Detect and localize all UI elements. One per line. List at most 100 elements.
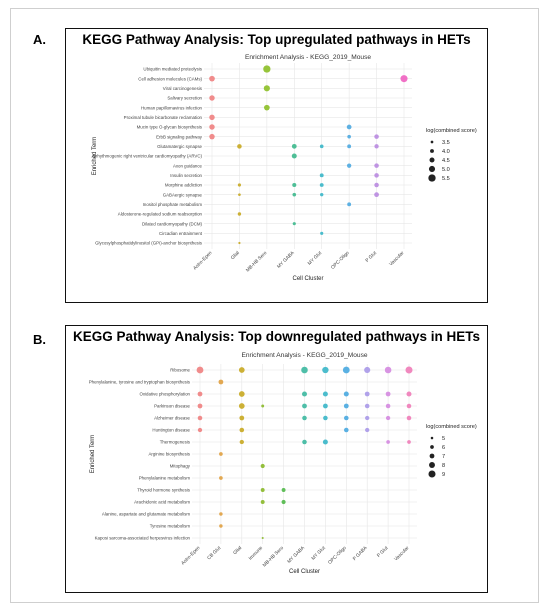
y-tick-label: Alanine, aspartate and glutamate metabol… xyxy=(102,512,190,517)
data-point xyxy=(364,403,370,409)
legend-key xyxy=(429,157,435,163)
y-tick-label: Oxidative phosphorylation xyxy=(139,392,190,397)
y-tick-label: Human papillomavirus infection xyxy=(141,105,203,110)
data-point xyxy=(209,95,215,101)
data-point xyxy=(238,391,245,397)
data-point xyxy=(344,427,349,433)
y-tick-label: Phenylalanine metabolism xyxy=(139,476,191,481)
data-point xyxy=(261,404,265,408)
y-axis-label: Enriched Term xyxy=(90,435,96,474)
data-point xyxy=(197,415,203,421)
data-point xyxy=(281,499,286,505)
y-tick-label: Cell adhesion molecules (CAMs) xyxy=(138,76,202,81)
legend-key xyxy=(430,140,434,144)
data-point xyxy=(365,415,370,421)
data-point xyxy=(343,403,349,409)
legend-entry: 9 xyxy=(442,472,445,478)
y-tick-label: ErbB signaling pathway xyxy=(156,134,203,139)
x-tick-label: Glial xyxy=(232,545,243,556)
data-point xyxy=(374,192,379,198)
data-point xyxy=(365,427,370,433)
x-axis-label: Cell Cluster xyxy=(289,569,320,575)
x-tick-label: P Glut xyxy=(376,545,390,559)
y-tick-label: Thermogenesis xyxy=(160,440,191,445)
data-point xyxy=(292,222,296,226)
y-tick-label: Salivary secretion xyxy=(167,96,202,101)
legend-entry: 5.0 xyxy=(442,167,450,173)
y-tick-label: Proximal tubule bicarbonate reclamation xyxy=(124,115,203,120)
y-tick-label: Mucin type O-glycan biosynthesis xyxy=(137,125,203,130)
x-tick-label: CB Glut xyxy=(206,545,223,562)
data-point xyxy=(344,415,349,421)
y-tick-label: Arachidonic acid metabolism xyxy=(134,500,190,505)
data-point xyxy=(281,488,286,492)
data-point xyxy=(374,182,379,188)
y-tick-label: Inositol phosphate metabolism xyxy=(143,202,203,207)
data-point xyxy=(261,536,264,540)
legend-key xyxy=(430,149,434,153)
data-point xyxy=(292,192,297,197)
x-tick-label: P GABA xyxy=(352,545,369,562)
data-point xyxy=(346,124,352,130)
data-point xyxy=(197,391,203,397)
y-tick-label: Parkinson disease xyxy=(154,404,190,409)
data-point xyxy=(386,440,390,444)
legend-entry: 3.5 xyxy=(442,140,450,146)
y-tick-label: Viral carcinogenesis xyxy=(163,86,203,91)
data-point xyxy=(384,366,392,374)
y-tick-label: Insulin secretion xyxy=(170,173,202,178)
data-point xyxy=(320,231,324,235)
data-point xyxy=(406,403,412,409)
data-point xyxy=(239,439,244,445)
x-tick-label: MY GABA xyxy=(286,545,306,565)
data-point xyxy=(364,366,371,374)
data-point xyxy=(374,144,379,149)
x-tick-label: Astro-Epen xyxy=(180,545,201,566)
y-tick-label: Ribosome xyxy=(170,368,190,373)
data-point xyxy=(219,476,223,480)
data-point xyxy=(364,391,370,397)
data-point xyxy=(301,391,308,397)
data-point xyxy=(237,144,242,149)
y-tick-label: Mitophagy xyxy=(170,464,191,469)
data-point xyxy=(260,463,265,469)
data-point xyxy=(209,114,215,121)
data-point xyxy=(301,366,308,374)
data-point xyxy=(323,415,328,421)
y-tick-label: Aldosterone-regulated sodium reabsorptio… xyxy=(118,212,203,217)
legend-key xyxy=(429,462,435,468)
y-tick-label: Morphine addiction xyxy=(165,183,203,188)
panel-label-a: A. xyxy=(33,32,46,47)
legend-entry: 5.5 xyxy=(442,176,450,182)
data-point xyxy=(347,134,351,139)
legend-title: log(combined score) xyxy=(426,128,477,134)
data-point xyxy=(238,367,245,373)
data-point xyxy=(374,134,379,139)
data-point xyxy=(291,143,297,149)
dot-plot-b: Enrichment Analysis - KEGG_2019_Mouse Rib… xyxy=(89,352,477,575)
data-point xyxy=(322,439,328,445)
x-tick-label: MY Glut xyxy=(310,545,327,562)
data-point xyxy=(407,440,411,444)
x-tick-label: Astro-Epen xyxy=(192,250,213,271)
data-point xyxy=(238,403,245,409)
data-point xyxy=(319,144,324,149)
data-point xyxy=(347,144,352,149)
y-tick-label: Ubiquitin mediated proteolysis xyxy=(143,67,202,72)
legend-key xyxy=(430,445,434,449)
legend-entry: 4.5 xyxy=(442,158,450,164)
y-tick-label: Dilated cardiomyopathy (DCM) xyxy=(142,221,203,226)
legend-title: log(combined score) xyxy=(426,424,477,430)
panel-label-b: B. xyxy=(33,332,46,347)
data-point xyxy=(239,427,245,433)
data-point xyxy=(260,500,265,504)
chart-subtitle: Enrichment Analysis - KEGG_2019_Mouse xyxy=(245,54,371,61)
data-point xyxy=(197,403,203,409)
y-axis-label: Enriched Term xyxy=(92,137,98,176)
x-tick-label: MY Glut xyxy=(307,250,324,267)
legend-entry: 8 xyxy=(442,463,445,469)
data-point xyxy=(260,488,265,492)
data-point xyxy=(406,415,412,421)
y-tick-label: GABAergic synapse xyxy=(163,192,203,197)
y-tick-label: Kaposi sarcoma-associated herpesvirus in… xyxy=(95,536,191,541)
